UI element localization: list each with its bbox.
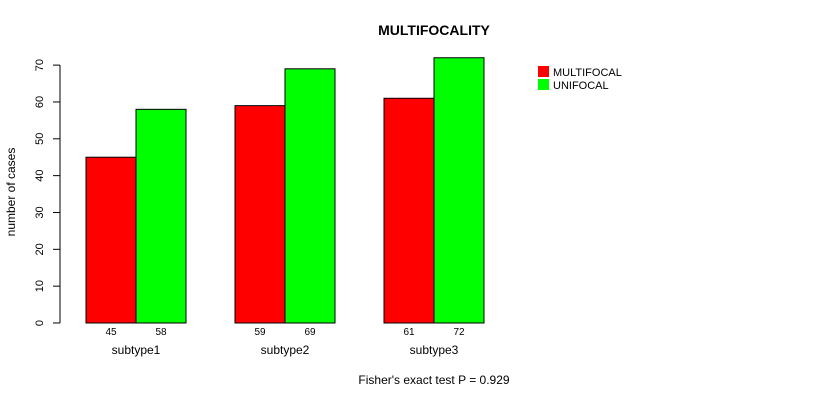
bar-value-label: 61 bbox=[403, 327, 415, 338]
bar-unifocal-subtype2 bbox=[284, 68, 336, 324]
y-tick-label: 70 bbox=[34, 59, 46, 71]
fisher-test-note: Fisher's exact test P = 0.929 bbox=[358, 373, 509, 387]
bar-value-label: 59 bbox=[254, 327, 266, 338]
y-axis: 0 10 20 30 40 50 60 70 bbox=[34, 59, 61, 326]
bar-value-label: 45 bbox=[105, 327, 117, 338]
value-labels-group: 45 58 59 69 61 72 bbox=[105, 327, 465, 338]
bar-unifocal-subtype3 bbox=[433, 57, 485, 324]
bar-unifocal-subtype1 bbox=[135, 108, 187, 324]
legend-swatch-multifocal bbox=[538, 66, 549, 77]
category-label-subtype1: subtype1 bbox=[112, 343, 161, 357]
legend-swatch-unifocal bbox=[538, 79, 549, 90]
y-tick-label: 50 bbox=[34, 133, 46, 145]
legend-label-multifocal: MULTIFOCAL bbox=[553, 67, 622, 79]
bar-multifocal-subtype2 bbox=[234, 105, 286, 324]
category-label-subtype3: subtype3 bbox=[410, 343, 459, 357]
bars-group bbox=[85, 57, 485, 324]
legend-label-unifocal: UNIFOCAL bbox=[553, 80, 609, 92]
category-labels-group: subtype1 subtype2 subtype3 bbox=[112, 343, 459, 357]
category-label-subtype2: subtype2 bbox=[261, 343, 310, 357]
y-tick-label: 20 bbox=[34, 243, 46, 255]
y-tick-label: 40 bbox=[34, 170, 46, 182]
y-tick-label: 60 bbox=[34, 96, 46, 108]
bar-value-label: 58 bbox=[155, 327, 167, 338]
chart-title: MULTIFOCALITY bbox=[378, 22, 490, 38]
y-axis-label: number of cases bbox=[4, 148, 18, 237]
y-tick-label: 10 bbox=[34, 280, 46, 292]
bar-value-label: 69 bbox=[304, 327, 316, 338]
bar-multifocal-subtype1 bbox=[85, 156, 137, 324]
bar-multifocal-subtype3 bbox=[383, 97, 435, 324]
bar-value-label: 72 bbox=[453, 327, 465, 338]
y-tick-label: 0 bbox=[34, 320, 46, 326]
y-tick-label: 30 bbox=[34, 206, 46, 218]
